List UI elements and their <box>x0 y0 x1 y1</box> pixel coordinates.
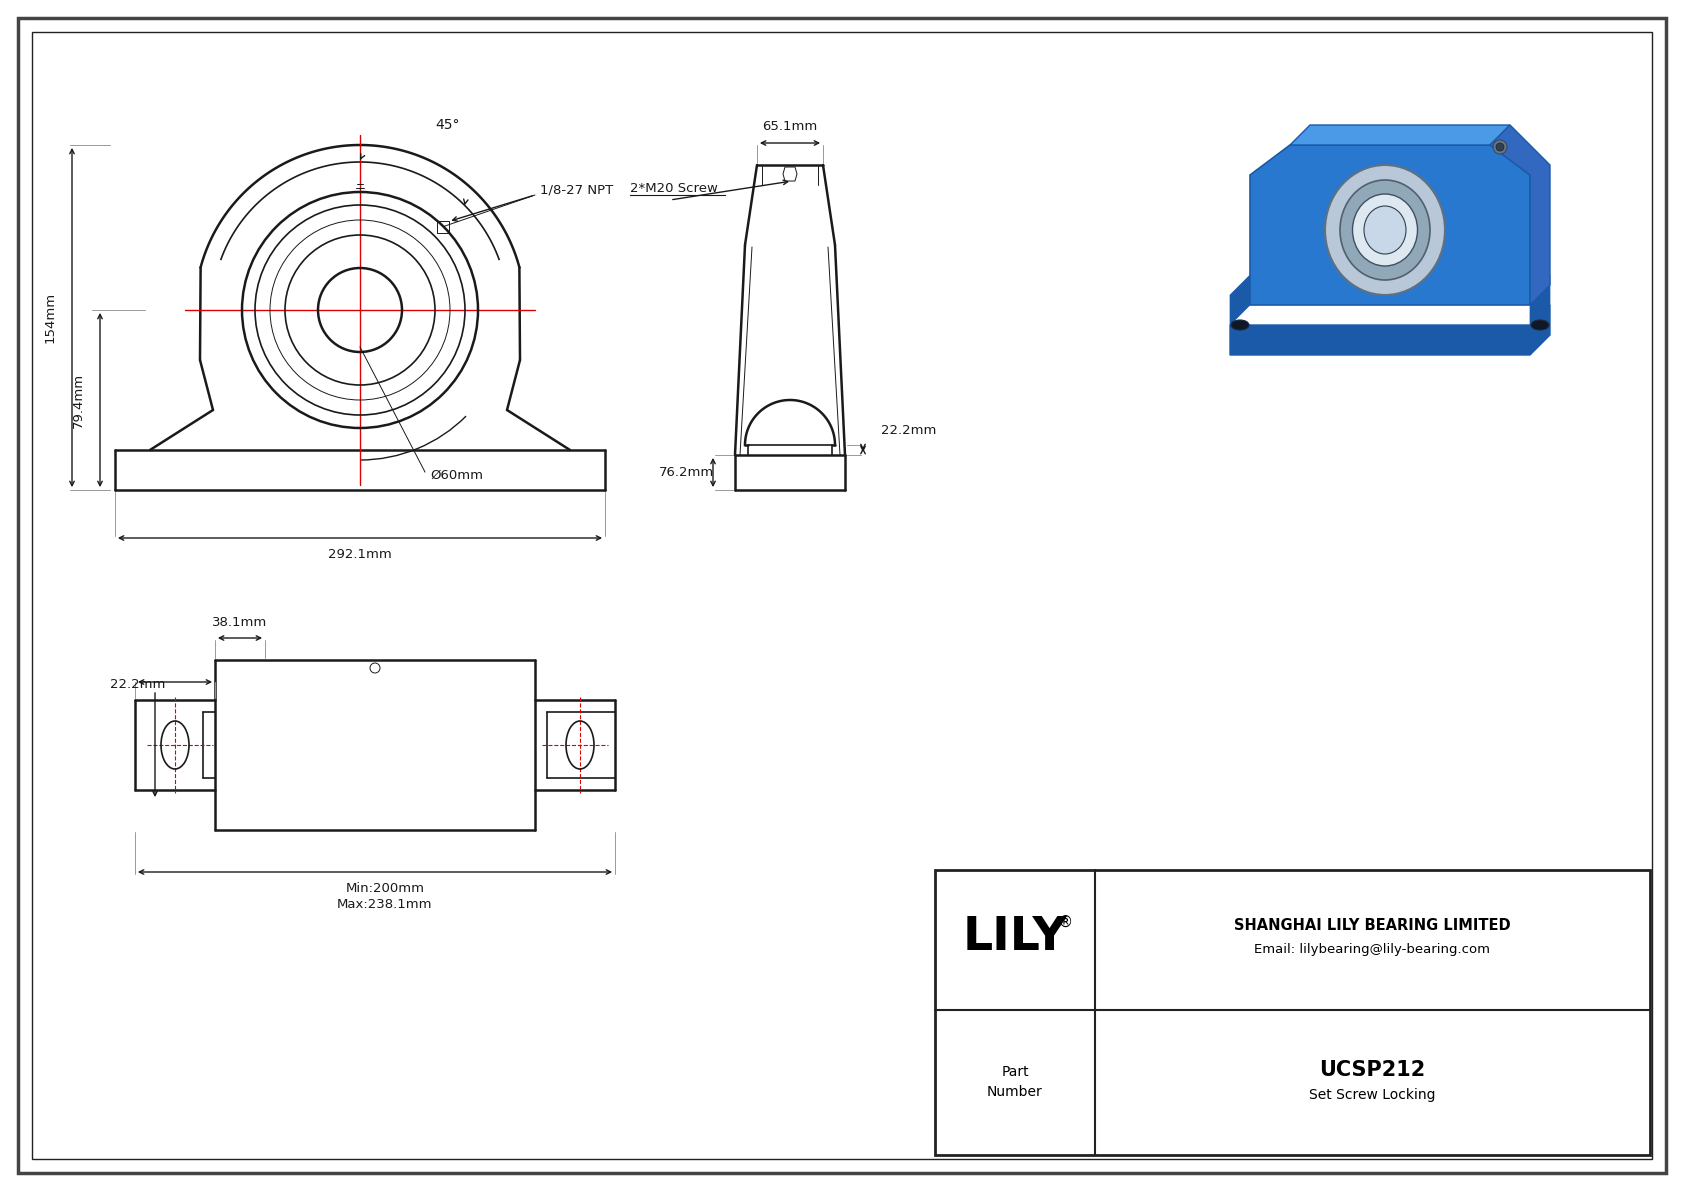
Text: Max:238.1mm: Max:238.1mm <box>337 898 433 910</box>
Text: Ø60mm: Ø60mm <box>429 468 483 481</box>
Polygon shape <box>1490 125 1549 305</box>
Ellipse shape <box>1231 320 1250 330</box>
Bar <box>935 869 1650 1155</box>
Circle shape <box>1495 143 1504 151</box>
Circle shape <box>1494 141 1507 154</box>
Polygon shape <box>1250 145 1531 305</box>
Text: ®: ® <box>1058 915 1073 929</box>
Text: 38.1mm: 38.1mm <box>212 616 268 629</box>
Text: UCSP212: UCSP212 <box>1319 1060 1426 1080</box>
Text: 2*M20 Screw: 2*M20 Screw <box>630 181 717 194</box>
Text: 65.1mm: 65.1mm <box>763 120 818 133</box>
Text: 154mm: 154mm <box>44 292 57 343</box>
Bar <box>438 220 450 232</box>
Text: 22.2mm: 22.2mm <box>881 424 936 436</box>
Polygon shape <box>1229 275 1250 325</box>
Text: Part: Part <box>1002 1066 1029 1079</box>
Text: SHANGHAI LILY BEARING LIMITED: SHANGHAI LILY BEARING LIMITED <box>1234 917 1511 933</box>
Ellipse shape <box>1325 166 1445 295</box>
Text: Set Screw Locking: Set Screw Locking <box>1308 1087 1436 1102</box>
Text: 45°: 45° <box>434 118 460 132</box>
Polygon shape <box>1531 275 1549 325</box>
Text: 76.2mm: 76.2mm <box>660 466 714 479</box>
Ellipse shape <box>1352 194 1418 266</box>
Polygon shape <box>1229 305 1549 355</box>
Text: 22.2mm: 22.2mm <box>109 678 165 691</box>
Polygon shape <box>1290 125 1511 145</box>
Ellipse shape <box>1340 180 1430 280</box>
Text: Number: Number <box>987 1085 1042 1099</box>
Ellipse shape <box>1364 206 1406 254</box>
Text: LILY: LILY <box>963 916 1068 960</box>
Text: 1/8-27 NPT: 1/8-27 NPT <box>541 183 613 197</box>
Ellipse shape <box>1531 320 1549 330</box>
Text: 292.1mm: 292.1mm <box>328 548 392 561</box>
Text: Min:200mm: Min:200mm <box>345 881 424 894</box>
Text: 79.4mm: 79.4mm <box>71 373 84 428</box>
Text: Email: lilybearing@lily-bearing.com: Email: lilybearing@lily-bearing.com <box>1255 943 1490 956</box>
